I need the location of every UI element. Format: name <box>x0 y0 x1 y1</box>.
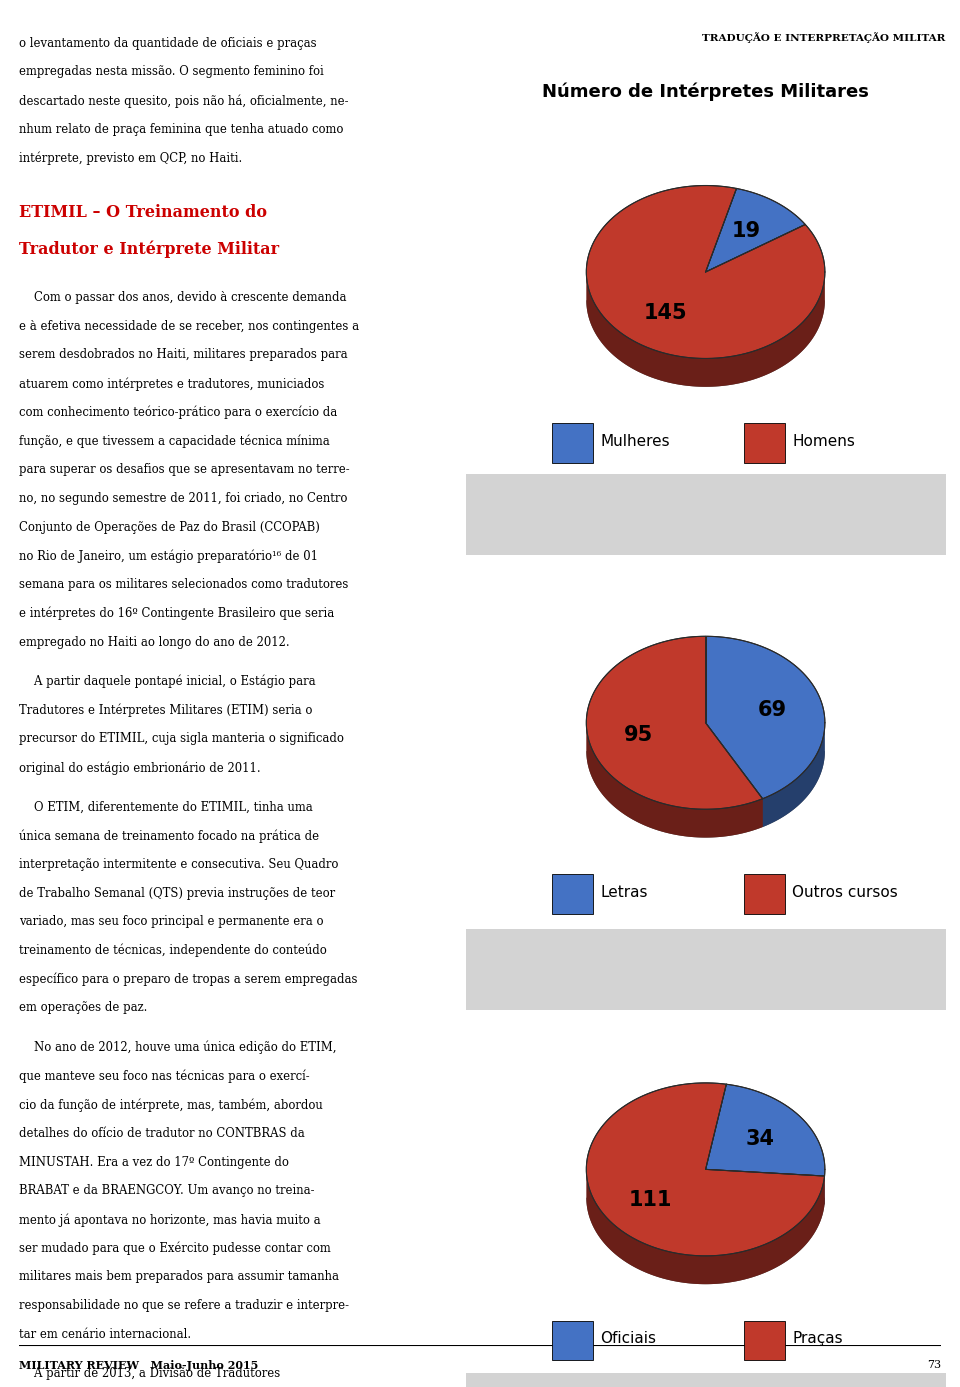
Text: função, e que tivessem a capacidade técnica mínima: função, e que tivessem a capacidade técn… <box>19 434 330 448</box>
Text: Número de Intérpretes Militares: Número de Intérpretes Militares <box>542 82 869 101</box>
Text: intérprete, previsto em QCP, no Haiti.: intérprete, previsto em QCP, no Haiti. <box>19 151 243 165</box>
Text: militares mais bem preparados para assumir tamanha: militares mais bem preparados para assum… <box>19 1270 339 1283</box>
Text: no Rio de Janeiro, um estágio preparatório¹⁶ de 01: no Rio de Janeiro, um estágio preparatór… <box>19 549 318 563</box>
Text: 19: 19 <box>732 222 760 241</box>
Text: Letras: Letras <box>600 885 647 900</box>
Text: precursor do ETIMIL, cuja sigla manteria o significado: precursor do ETIMIL, cuja sigla manteria… <box>19 732 344 745</box>
Text: 69: 69 <box>758 700 787 720</box>
Text: interpretação intermitente e consecutiva. Seu Quadro: interpretação intermitente e consecutiva… <box>19 857 339 871</box>
Polygon shape <box>706 1169 825 1204</box>
Text: 145: 145 <box>643 302 687 323</box>
Text: empregados como intérpretes no CONTBRAS: empregados como intérpretes no CONTBRAS <box>567 982 844 993</box>
Text: e intérpretes do 16º Contingente Brasileiro que seria: e intérpretes do 16º Contingente Brasile… <box>19 608 334 620</box>
Text: atuarem como intérpretes e tradutores, municiados: atuarem como intérpretes e tradutores, m… <box>19 377 324 391</box>
Text: na função de intérprete do CONTBRAS: na função de intérprete do CONTBRAS <box>588 527 824 538</box>
Text: e à efetiva necessidade de se receber, nos contingentes a: e à efetiva necessidade de se receber, n… <box>19 319 359 333</box>
Text: Conjunto de Operações de Paz do Brasil (CCOPAB): Conjunto de Operações de Paz do Brasil (… <box>19 520 320 534</box>
Text: ser mudado para que o Exército pudesse contar com: ser mudado para que o Exército pudesse c… <box>19 1241 331 1255</box>
Text: Oficiais: Oficiais <box>600 1332 656 1347</box>
FancyBboxPatch shape <box>552 1320 592 1361</box>
Polygon shape <box>587 1198 825 1284</box>
Text: Tradutor e Intérprete Militar: Tradutor e Intérprete Militar <box>19 241 279 258</box>
Text: 111: 111 <box>629 1190 673 1209</box>
Text: com conhecimento teórico-prático para o exercício da: com conhecimento teórico-prático para o … <box>19 406 338 419</box>
Polygon shape <box>587 723 762 838</box>
Polygon shape <box>587 752 825 838</box>
Text: empregadas nesta missão. O segmento feminino foi: empregadas nesta missão. O segmento femi… <box>19 65 324 78</box>
FancyBboxPatch shape <box>552 874 592 914</box>
Polygon shape <box>706 189 805 272</box>
Text: Mulheres: Mulheres <box>600 434 670 449</box>
Text: 95: 95 <box>624 725 653 745</box>
Text: Homens: Homens <box>664 981 747 997</box>
Text: TRADUÇÃO E INTERPRETAÇÃO MILITAR: TRADUÇÃO E INTERPRETAÇÃO MILITAR <box>702 32 946 43</box>
Text: mento já apontava no horizonte, mas havia muito a: mento já apontava no horizonte, mas havi… <box>19 1214 321 1226</box>
Text: empregado no Haiti ao longo do ano de 2012.: empregado no Haiti ao longo do ano de 20… <box>19 635 290 649</box>
Polygon shape <box>762 724 825 827</box>
Text: 73: 73 <box>926 1361 941 1370</box>
Text: serem desdobrados no Haiti, militares preparados para: serem desdobrados no Haiti, militares pr… <box>19 348 348 362</box>
Text: Praças: Praças <box>792 1332 843 1347</box>
Text: detalhes do ofício de tradutor no CONTBRAS da: detalhes do ofício de tradutor no CONTBR… <box>19 1126 305 1140</box>
Text: Com o passar dos anos, devido à crescente demanda: Com o passar dos anos, devido à crescent… <box>19 291 347 304</box>
Text: Figura 4 – Número de militares graduados em Letras: Figura 4 – Número de militares graduados… <box>544 951 867 963</box>
Text: original do estágio embrionário de 2011.: original do estágio embrionário de 2011. <box>19 761 261 774</box>
Text: semana para os militares selecionados como tradutores: semana para os militares selecionados co… <box>19 578 348 591</box>
Text: Outros cursos: Outros cursos <box>792 885 898 900</box>
Text: treinamento de técnicas, independente do conteúdo: treinamento de técnicas, independente do… <box>19 945 327 957</box>
Text: O ETIM, diferentemente do ETIMIL, tinha uma: O ETIM, diferentemente do ETIMIL, tinha … <box>19 800 313 813</box>
Text: nhum relato de praça feminina que tenha atuado como: nhum relato de praça feminina que tenha … <box>19 123 344 136</box>
Text: única semana de treinamento focado na prática de: única semana de treinamento focado na pr… <box>19 829 320 842</box>
FancyBboxPatch shape <box>744 1320 784 1361</box>
Text: em operações de paz.: em operações de paz. <box>19 1001 148 1014</box>
Text: cio da função de intérprete, mas, também, abordou: cio da função de intérprete, mas, também… <box>19 1099 323 1111</box>
Text: Homens: Homens <box>792 434 854 449</box>
Text: A partir daquele pontapé inicial, o Estágio para: A partir daquele pontapé inicial, o Está… <box>19 675 316 688</box>
Text: o levantamento da quantidade de oficiais e praças: o levantamento da quantidade de oficiais… <box>19 36 317 50</box>
Polygon shape <box>587 1171 825 1284</box>
Polygon shape <box>587 301 825 387</box>
Polygon shape <box>587 186 825 358</box>
Polygon shape <box>587 1083 825 1255</box>
Polygon shape <box>587 637 762 809</box>
Text: no, no segundo semestre de 2011, foi criado, no Centro: no, no segundo semestre de 2011, foi cri… <box>19 492 348 505</box>
Text: 34: 34 <box>746 1129 775 1148</box>
Polygon shape <box>706 723 762 827</box>
Text: No ano de 2012, houve uma única edição do ETIM,: No ano de 2012, houve uma única edição d… <box>19 1040 337 1054</box>
Polygon shape <box>706 1169 825 1204</box>
Polygon shape <box>587 272 825 387</box>
Polygon shape <box>706 1085 825 1176</box>
FancyBboxPatch shape <box>552 423 592 463</box>
Text: ETIMIL – O Treinamento do: ETIMIL – O Treinamento do <box>19 204 267 221</box>
Text: Tradutores e Intérpretes Militares (ETIM) seria o: Tradutores e Intérpretes Militares (ETIM… <box>19 703 313 717</box>
Polygon shape <box>706 637 825 799</box>
Text: BRABAT e da BRAENGCOY. Um avanço no treina-: BRABAT e da BRAENGCOY. Um avanço no trei… <box>19 1184 315 1197</box>
Text: A partir de 2013, a Divisão de Tradutores: A partir de 2013, a Divisão de Tradutore… <box>19 1368 280 1380</box>
Text: MINUSTAH. Era a vez do 17º Contingente do: MINUSTAH. Era a vez do 17º Contingente d… <box>19 1155 289 1169</box>
FancyBboxPatch shape <box>744 874 784 914</box>
Text: Figura 3 – Número de homens e mulheres empregados: Figura 3 – Número de homens e mulheres e… <box>539 497 873 508</box>
Text: Número de Militares: Número de Militares <box>603 534 808 551</box>
Text: descartado neste quesito, pois não há, oficialmente, ne-: descartado neste quesito, pois não há, o… <box>19 94 348 108</box>
Text: que manteve seu foco nas técnicas para o exercí-: que manteve seu foco nas técnicas para o… <box>19 1069 310 1083</box>
FancyBboxPatch shape <box>744 423 784 463</box>
Text: para superar os desafios que se apresentavam no terre-: para superar os desafios que se apresent… <box>19 463 349 476</box>
Text: responsabilidade no que se refere a traduzir e interpre-: responsabilidade no que se refere a trad… <box>19 1300 349 1312</box>
Text: variado, mas seu foco principal e permanente era o: variado, mas seu foco principal e perman… <box>19 915 324 928</box>
Text: tar em cenário internacional.: tar em cenário internacional. <box>19 1327 191 1341</box>
Polygon shape <box>706 723 762 827</box>
Text: MILITARY REVIEW   Maio-Junho 2015: MILITARY REVIEW Maio-Junho 2015 <box>19 1359 258 1370</box>
Text: específico para o preparo de tropas a serem empregadas: específico para o preparo de tropas a se… <box>19 972 358 986</box>
Text: de Trabalho Semanal (QTS) previa instruções de teor: de Trabalho Semanal (QTS) previa instruç… <box>19 886 335 900</box>
